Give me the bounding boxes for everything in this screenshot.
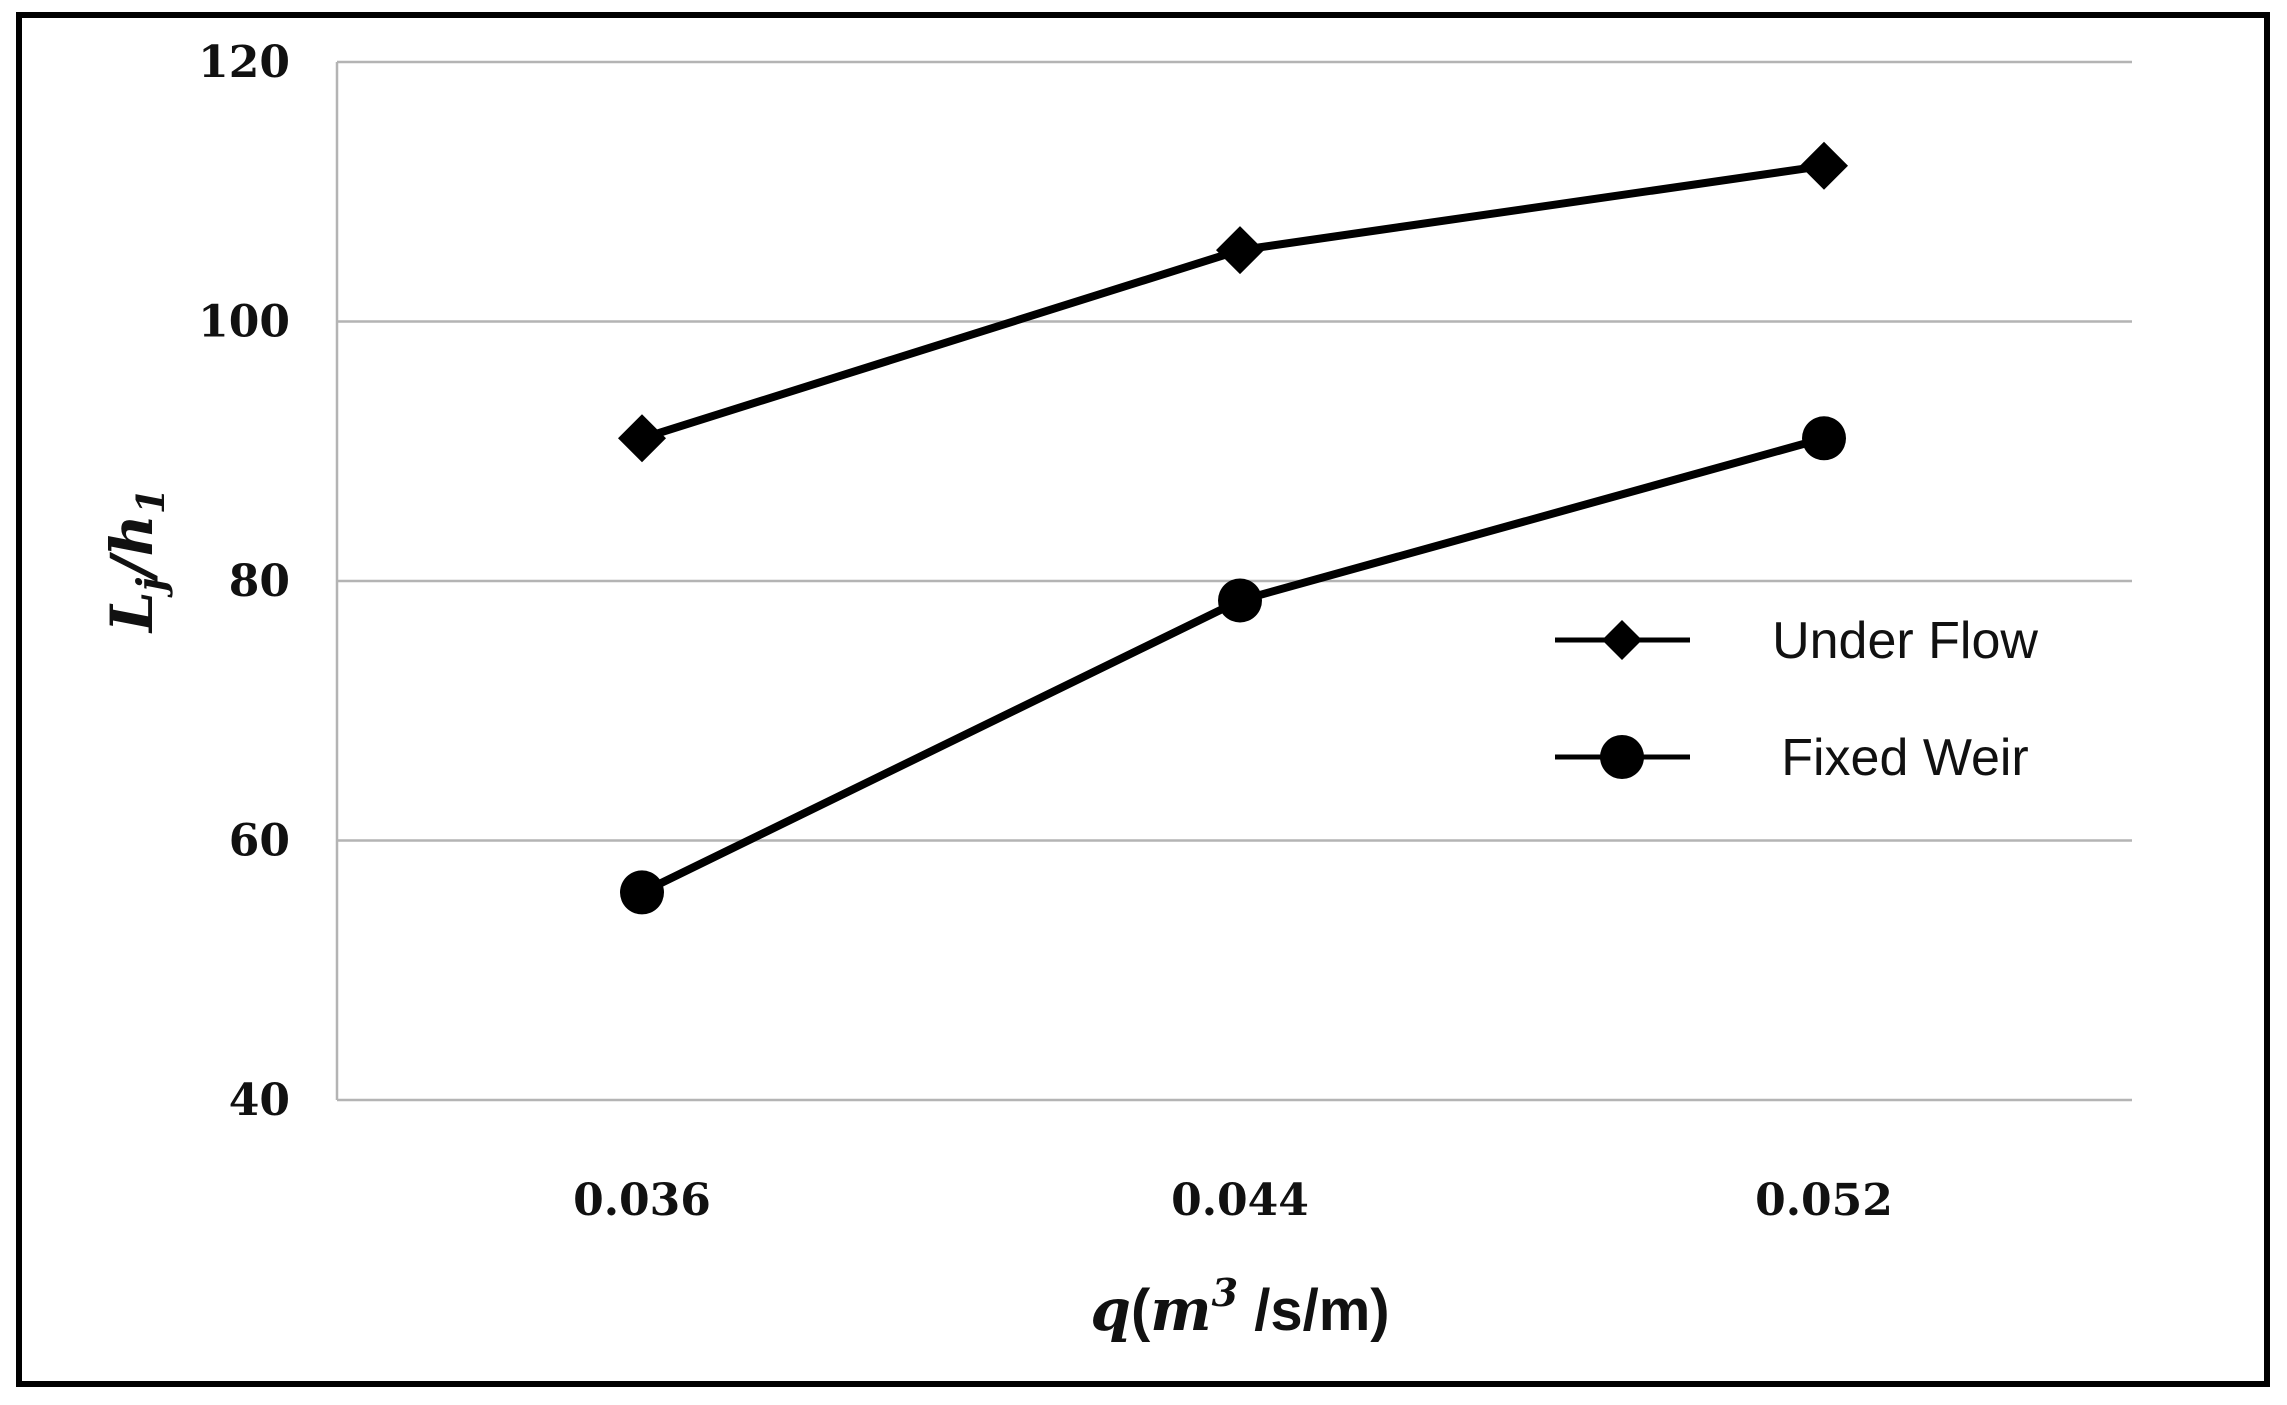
- data-point-1-1: [618, 414, 666, 463]
- data-point-2-1: [620, 870, 664, 915]
- x-axis-rest: /s/m): [1238, 1278, 1390, 1343]
- gridlines: [335, 60, 2132, 1102]
- x-axis-ticks: 0.036 0.044 0.052: [573, 1175, 1893, 1226]
- y-axis-var: L: [98, 591, 166, 634]
- series-line-2: [640, 434, 1826, 896]
- legend-label-2: Fixed Weir: [1781, 729, 2029, 787]
- x-axis-var: q: [1090, 1276, 1131, 1344]
- x-tick-label-0.036: 0.036: [573, 1175, 711, 1226]
- y-axis-ticks: 40 60 80 100 120: [198, 37, 290, 1126]
- y-axis-sub2: 1: [128, 488, 173, 514]
- y-tick-label-40: 40: [229, 1075, 290, 1126]
- data-point-1-3: [1800, 141, 1848, 190]
- y-tick-label-120: 120: [198, 37, 290, 88]
- y-axis-slash: /h: [98, 514, 166, 582]
- chart-frame: [16, 12, 2270, 1387]
- series-group: [618, 141, 1848, 915]
- y-tick-label-60: 60: [229, 816, 290, 867]
- data-point-2-3: [1802, 416, 1846, 461]
- legend-marker-2: [1600, 735, 1644, 779]
- data-point-1-2: [1216, 226, 1264, 275]
- x-tick-label-0.052: 0.052: [1755, 1175, 1893, 1226]
- y-axis-title: Lj/h1: [98, 488, 173, 634]
- x-axis-open: (: [1131, 1278, 1151, 1343]
- y-tick-label-100: 100: [198, 297, 290, 348]
- x-axis-title: q(m3 /s/m): [1090, 1270, 1389, 1344]
- y-tick-label-80: 80: [229, 556, 290, 607]
- legend-label-1: Under Flow: [1772, 612, 2038, 670]
- legend-marker-1: [1602, 620, 1642, 660]
- x-axis-unit: m: [1150, 1276, 1211, 1344]
- x-axis-exp: 3: [1212, 1270, 1238, 1315]
- data-point-2-2: [1218, 578, 1262, 623]
- x-tick-label-0.044: 0.044: [1171, 1175, 1309, 1226]
- legend: Under Flow Fixed Weir: [1555, 612, 2038, 787]
- series-line-1: [640, 161, 1825, 443]
